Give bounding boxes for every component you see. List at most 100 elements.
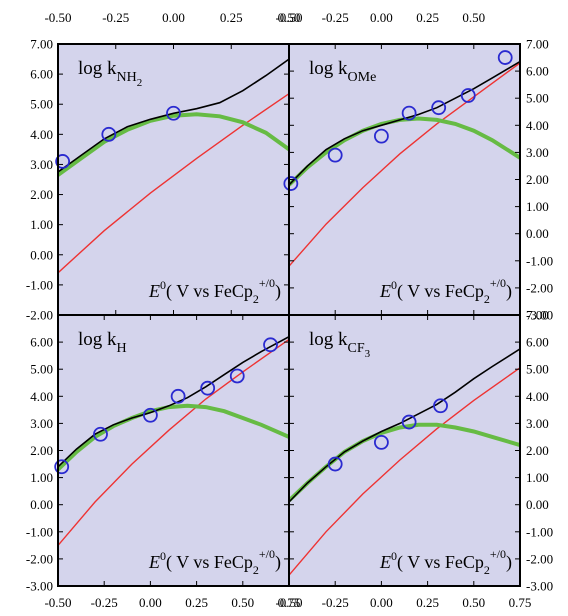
observed-point bbox=[93, 426, 108, 442]
x-tick-label: 0.75 bbox=[278, 595, 301, 610]
x-tick-label: 0.00 bbox=[162, 10, 185, 25]
axis-note-subscript: 2 bbox=[484, 292, 490, 306]
observed-point bbox=[401, 414, 417, 430]
axis-note-text: ( V vs FeCp bbox=[397, 281, 484, 302]
y-tick-label: 7.00 bbox=[526, 37, 549, 52]
observed-point bbox=[54, 459, 70, 475]
plot-area bbox=[58, 58, 289, 274]
linear-component-line bbox=[58, 93, 289, 274]
marcus-component-line bbox=[58, 112, 289, 177]
observed-point bbox=[55, 154, 71, 169]
y-tick-label: 2.00 bbox=[30, 187, 53, 202]
x-tick-label: 0.00 bbox=[370, 10, 393, 25]
y-tick-label: 6.00 bbox=[526, 64, 549, 79]
bottom-x-tick-labels: -0.50 -0.25 0.00 0.25 0.50 0.75-0.50 -0.25 0.00… bbox=[44, 595, 531, 610]
axis-note-text: ( V vs FeCp bbox=[166, 552, 253, 573]
panel-label-main: log k bbox=[78, 58, 117, 79]
x-tick-label: 0.25 bbox=[185, 595, 208, 610]
y-tick-label: -2.00 bbox=[26, 551, 53, 566]
axis-note-text: ) bbox=[275, 281, 281, 302]
y-tick-label: -1.00 bbox=[26, 524, 53, 539]
panel-label: log kOMe bbox=[309, 58, 376, 85]
observed-point bbox=[373, 434, 389, 450]
axis-note-superscript: 0 bbox=[160, 549, 166, 563]
x-tick-label: 0.50 bbox=[462, 10, 485, 25]
y-tick-label: 1.00 bbox=[30, 470, 53, 485]
y-tick-label: 4.00 bbox=[526, 389, 549, 404]
axis-note-text: ) bbox=[506, 281, 512, 302]
y-tick-label: 5.00 bbox=[30, 362, 53, 377]
panel-bottom-left: log kH bbox=[54, 314, 290, 587]
axis-note-text: ) bbox=[506, 552, 512, 573]
x-tick-label: 0.25 bbox=[416, 595, 439, 610]
x-tick-label: 0.00 bbox=[139, 595, 162, 610]
y-tick-label: -3.00 bbox=[526, 308, 553, 323]
panel-label-subscript: CF bbox=[348, 341, 365, 356]
y-tick-label: 6.00 bbox=[526, 335, 549, 350]
observed-point bbox=[401, 105, 417, 121]
axis-note-subscript: 2 bbox=[253, 292, 259, 306]
axis-note: E0( V vs FeCp2+/0) bbox=[379, 547, 512, 577]
y-tick-label: 1.00 bbox=[30, 217, 53, 232]
panel-label-subscript2: 3 bbox=[365, 348, 371, 360]
total-fit-line bbox=[289, 348, 520, 503]
y-tick-label: 2.00 bbox=[526, 172, 549, 187]
y-tick-label: 7.00 bbox=[30, 37, 53, 52]
x-tick-label: -0.25 bbox=[102, 10, 129, 25]
x-tick-label: 0.50 bbox=[462, 595, 485, 610]
y-tick-label: 3.00 bbox=[30, 157, 53, 172]
plot-background bbox=[289, 315, 520, 586]
observed-point bbox=[283, 176, 299, 191]
axis-note-text: ( V vs FeCp bbox=[397, 552, 484, 573]
x-tick-label: 0.75 bbox=[509, 595, 532, 610]
x-axis-notes: E0( V vs FeCp2+/0) E0( V vs FeCp2+/0)E0( … bbox=[148, 276, 512, 577]
axis-note-e: E bbox=[148, 281, 160, 301]
panel-label: log kH bbox=[78, 329, 127, 356]
observed-point bbox=[497, 50, 513, 65]
x-tick-label: 0.25 bbox=[416, 10, 439, 25]
linear-component-line bbox=[289, 367, 520, 576]
axis-note-subscript: 2 bbox=[253, 563, 259, 577]
axis-note-superscript: +/0 bbox=[259, 547, 275, 561]
y-tick-label: 4.00 bbox=[30, 389, 53, 404]
y-tick-label: -1.00 bbox=[26, 277, 53, 292]
y-tick-label: -2.00 bbox=[526, 551, 553, 566]
y-tick-label: 4.00 bbox=[526, 118, 549, 133]
y-tick-label: 3.00 bbox=[526, 416, 549, 431]
axis-note-superscript: +/0 bbox=[490, 276, 506, 290]
y-tick-label: -2.00 bbox=[26, 308, 53, 323]
panel-label: log kNH2 bbox=[78, 58, 142, 89]
x-tick-label: 0.50 bbox=[278, 10, 301, 25]
observed-point bbox=[327, 147, 343, 163]
axis-note-superscript: +/0 bbox=[490, 547, 506, 561]
panel-label-main: log k bbox=[309, 329, 348, 350]
y-tick-label: 7.00 bbox=[526, 308, 549, 323]
y-tick-label: 4.00 bbox=[30, 127, 53, 142]
y-tick-label: 6.00 bbox=[30, 335, 53, 350]
axis-note-text: ( V vs FeCp bbox=[166, 281, 253, 302]
panel-label-subscript: NH bbox=[117, 70, 137, 85]
axis-note-subscript: 2 bbox=[484, 563, 490, 577]
observed-point bbox=[431, 100, 447, 116]
total-fit-line bbox=[58, 335, 289, 468]
observed-point bbox=[200, 380, 216, 396]
observed-point bbox=[460, 88, 476, 103]
panel-label-subscript2: 2 bbox=[137, 77, 143, 89]
left-y-tick-labels: -2.00 -1.00 0.00 1.00 2.00 3.00 4.00 5.00 6.00 7.… bbox=[26, 37, 53, 594]
observed-point bbox=[101, 126, 117, 142]
observed-point bbox=[229, 368, 245, 384]
panel-top-left: log kNH2 bbox=[55, 43, 290, 316]
y-tick-label: 2.00 bbox=[526, 443, 549, 458]
observed-point bbox=[433, 398, 448, 414]
axis-note: E0( V vs FeCp2+/0) bbox=[148, 547, 281, 577]
axis-note-text: ) bbox=[275, 552, 281, 573]
x-tick-label: -0.25 bbox=[322, 10, 349, 25]
y-tick-label: -1.00 bbox=[526, 524, 553, 539]
panel-label-subscript: OMe bbox=[348, 70, 377, 85]
total-fit-line bbox=[289, 60, 520, 186]
x-tick-label: 0.00 bbox=[370, 595, 393, 610]
y-tick-label: 0.00 bbox=[30, 247, 53, 262]
y-tick-label: -3.00 bbox=[526, 579, 553, 594]
y-tick-label: 0.00 bbox=[526, 226, 549, 241]
